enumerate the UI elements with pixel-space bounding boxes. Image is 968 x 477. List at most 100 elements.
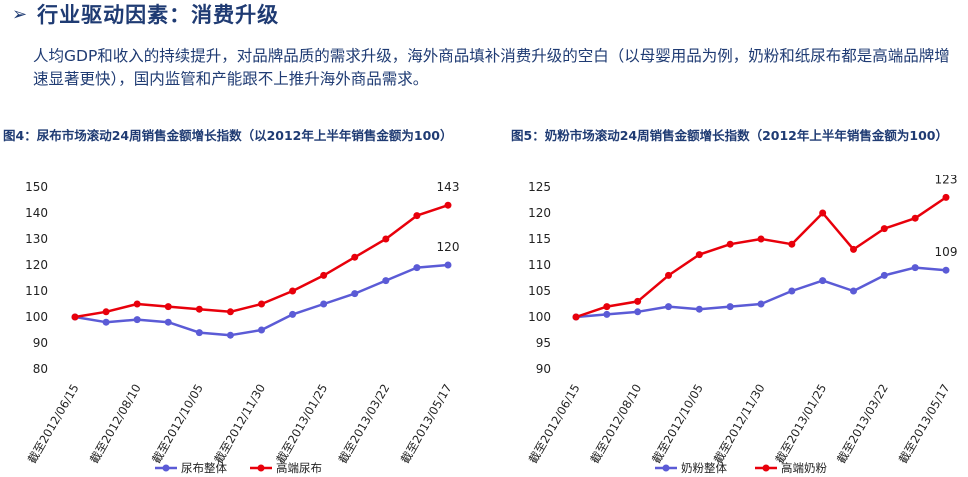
legend-item-0: 奶粉整体 [655, 461, 727, 475]
data-point-series-1 [695, 251, 703, 259]
data-point-series-0 [164, 318, 172, 326]
legend-item-0: 尿布整体 [155, 461, 227, 475]
data-point-series-0 [819, 277, 827, 285]
legend-label: 高端奶粉 [781, 461, 827, 475]
y-tick-label: 130 [25, 232, 48, 246]
y-tick-label: 110 [528, 258, 551, 272]
y-tick-label: 120 [25, 258, 48, 272]
data-point-series-1 [226, 308, 234, 316]
data-point-series-1 [572, 313, 580, 321]
data-point-series-1 [634, 297, 642, 305]
y-tick-label: 80 [33, 362, 48, 376]
y-tick-label: 90 [33, 336, 48, 350]
y-tick-label: 150 [25, 180, 48, 194]
legend-marker [662, 464, 670, 472]
y-tick-label: 95 [536, 336, 551, 350]
data-point-series-1 [258, 300, 265, 308]
y-tick-label: 100 [528, 310, 551, 324]
y-tick-label: 120 [528, 206, 551, 220]
data-point-series-1 [164, 303, 172, 311]
y-tick-label: 100 [25, 310, 48, 324]
body-paragraph: 人均GDP和收入的持续提升，对品牌品质的需求升级，海外商品填补消费升级的空白（以… [33, 47, 950, 88]
data-point-series-1 [444, 201, 452, 209]
legend-marker [162, 464, 170, 472]
data-point-series-0 [726, 303, 734, 311]
x-tick-label: 截至2013/05/17 [398, 382, 455, 466]
legend-item-1: 高端奶粉 [755, 461, 827, 475]
end-value-label: 120 [437, 240, 460, 254]
data-point-series-0 [133, 316, 141, 324]
data-point-series-0 [382, 277, 390, 285]
x-tick-label: 截至2013/01/25 [273, 382, 330, 466]
data-point-series-1 [880, 225, 888, 233]
section-header: ➢ 行业驱动因素：消费升级 [12, 0, 279, 28]
data-point-series-1 [942, 193, 950, 201]
data-point-series-0 [413, 264, 421, 272]
y-tick-label: 105 [528, 284, 551, 298]
data-point-series-0 [195, 329, 203, 337]
legend-label: 高端尿布 [276, 461, 322, 475]
x-tick-label: 截至2013/05/17 [896, 382, 953, 466]
data-point-series-1 [102, 308, 110, 316]
x-tick-label: 截至2013/03/22 [834, 382, 891, 466]
x-tick-label: 截至2012/06/15 [25, 382, 82, 466]
data-point-series-0 [226, 331, 234, 339]
legend-label: 奶粉整体 [681, 461, 727, 475]
data-point-series-1 [382, 235, 390, 243]
data-point-series-0 [695, 305, 703, 313]
data-point-series-1 [320, 271, 328, 279]
y-tick-label: 90 [536, 362, 551, 376]
data-point-series-1 [726, 240, 734, 248]
data-point-series-0 [351, 290, 359, 298]
data-point-series-0 [788, 287, 796, 295]
data-point-series-0 [258, 326, 265, 334]
data-point-series-0 [757, 300, 765, 308]
y-tick-label: 140 [25, 206, 48, 220]
data-point-series-0 [320, 300, 328, 308]
legend-label: 尿布整体 [181, 461, 227, 475]
x-tick-label: 截至2013/01/25 [772, 382, 829, 466]
legend-marker [257, 464, 265, 472]
data-point-series-1 [133, 300, 141, 308]
x-tick-label: 截至2012/08/10 [87, 382, 144, 466]
data-point-series-1 [819, 209, 827, 217]
data-point-series-1 [850, 245, 857, 253]
data-point-series-0 [603, 310, 611, 318]
figure-4-caption: 图4：尿布市场滚动24周销售金额增长指数（以2012年上半年销售金额为100） [3, 128, 453, 143]
x-tick-label: 截至2013/03/22 [336, 382, 393, 466]
data-point-series-0 [850, 287, 857, 295]
data-point-series-0 [880, 271, 888, 279]
end-value-label: 143 [437, 180, 460, 194]
data-point-series-1 [757, 235, 765, 243]
data-point-series-1 [603, 303, 611, 311]
x-tick-label: 截至2012/08/10 [587, 382, 644, 466]
section-title: 行业驱动因素：消费升级 [37, 3, 280, 27]
data-point-series-1 [788, 240, 796, 248]
series-line-0 [74, 263, 449, 337]
legend-marker [762, 464, 770, 472]
data-point-series-0 [634, 308, 642, 316]
x-tick-label: 截至2012/10/05 [149, 382, 206, 466]
series-line-0 [575, 266, 947, 319]
data-point-series-0 [444, 261, 452, 269]
data-point-series-1 [289, 287, 297, 295]
x-tick-label: 截至2012/11/30 [711, 382, 768, 466]
data-point-series-0 [911, 264, 919, 272]
data-point-series-0 [289, 310, 297, 318]
data-point-series-1 [195, 305, 203, 313]
data-point-series-1 [71, 313, 79, 321]
series-line-1 [74, 204, 449, 319]
legend-item-1: 高端尿布 [250, 461, 322, 475]
figure-5-caption: 图5：奶粉市场滚动24周销售金额增长指数（2012年上半年销售金额为100） [511, 128, 948, 143]
y-tick-label: 125 [528, 180, 551, 194]
data-point-series-1 [911, 214, 919, 222]
data-point-series-1 [665, 271, 672, 279]
x-tick-label: 截至2012/11/30 [211, 382, 268, 466]
x-tick-label: 截至2012/10/05 [649, 382, 706, 466]
data-point-series-0 [665, 303, 672, 311]
end-value-label: 123 [935, 175, 958, 186]
data-point-series-1 [351, 253, 359, 261]
end-value-label: 109 [935, 245, 958, 259]
